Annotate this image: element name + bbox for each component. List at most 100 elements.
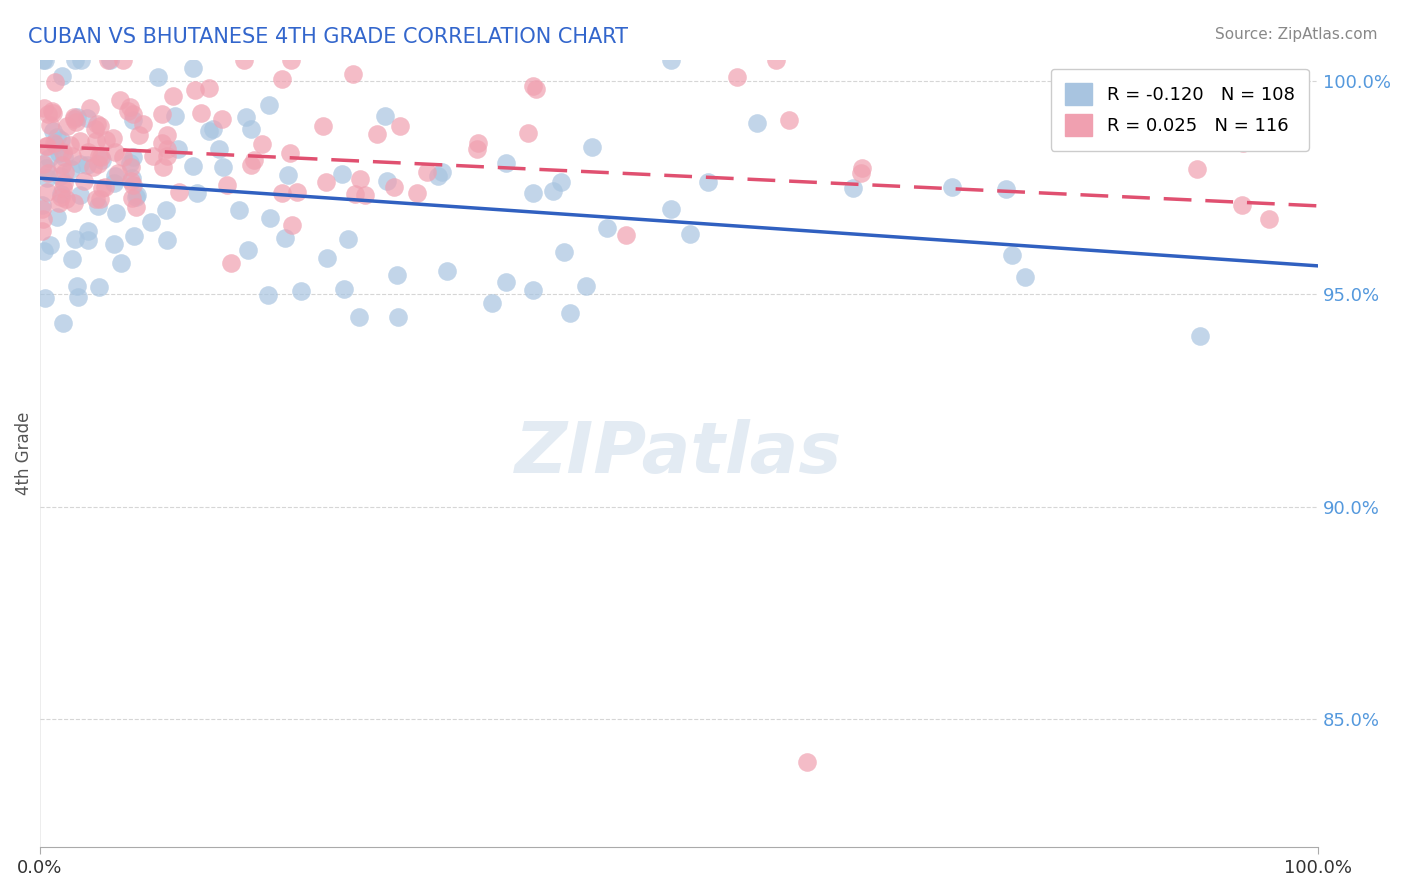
Text: Source: ZipAtlas.com: Source: ZipAtlas.com	[1215, 27, 1378, 42]
Point	[156, 233, 179, 247]
Point	[39, 238, 62, 252]
Point	[63, 112, 86, 126]
Point	[103, 176, 125, 190]
Point	[1232, 136, 1254, 151]
Point	[118, 156, 141, 170]
Point	[388, 119, 411, 133]
Point	[69, 53, 91, 67]
Point	[91, 181, 114, 195]
Point	[41, 104, 63, 119]
Point	[257, 287, 280, 301]
Point	[44, 137, 66, 152]
Point	[155, 203, 177, 218]
Point	[69, 188, 91, 202]
Point	[107, 166, 129, 180]
Point	[132, 117, 155, 131]
Point	[35, 170, 58, 185]
Point	[228, 202, 250, 217]
Point	[315, 175, 337, 189]
Point	[315, 252, 337, 266]
Point	[35, 185, 58, 199]
Point	[62, 252, 84, 267]
Point	[343, 186, 366, 201]
Point	[103, 236, 125, 251]
Point	[366, 128, 388, 142]
Point	[31, 198, 53, 212]
Point	[49, 189, 72, 203]
Point	[84, 134, 107, 148]
Point	[353, 188, 375, 202]
Point	[1230, 198, 1253, 212]
Point	[285, 185, 308, 199]
Point	[97, 53, 120, 67]
Point	[747, 116, 769, 130]
Point	[211, 112, 233, 127]
Point	[155, 128, 177, 142]
Point	[349, 172, 371, 186]
Point	[122, 150, 145, 164]
Point	[86, 118, 108, 132]
Point	[239, 158, 262, 172]
Point	[121, 170, 143, 185]
Point	[522, 186, 544, 201]
Point	[374, 109, 396, 123]
Point	[333, 282, 356, 296]
Point	[53, 165, 76, 179]
Point	[49, 187, 72, 202]
Point	[517, 126, 540, 140]
Point	[342, 67, 364, 81]
Point	[46, 210, 69, 224]
Point	[53, 150, 76, 164]
Point	[112, 54, 135, 68]
Point	[59, 137, 82, 152]
Point	[44, 75, 66, 89]
Point	[211, 160, 233, 174]
Point	[842, 180, 865, 194]
Point	[198, 81, 221, 95]
Point	[336, 232, 359, 246]
Point	[31, 202, 53, 216]
Point	[89, 192, 111, 206]
Point	[235, 111, 257, 125]
Point	[139, 215, 162, 229]
Point	[37, 166, 59, 180]
Point	[259, 211, 281, 226]
Point	[725, 70, 748, 84]
Point	[162, 89, 184, 103]
Point	[217, 178, 239, 192]
Point	[124, 190, 146, 204]
Point	[1001, 247, 1024, 261]
Point	[550, 175, 572, 189]
Point	[524, 82, 547, 96]
Point	[1014, 269, 1036, 284]
Point	[142, 149, 165, 163]
Point	[659, 53, 682, 67]
Point	[63, 110, 86, 124]
Point	[122, 229, 145, 244]
Point	[83, 121, 105, 136]
Point	[31, 224, 53, 238]
Point	[186, 186, 208, 201]
Point	[87, 157, 110, 171]
Point	[1188, 329, 1211, 343]
Point	[73, 174, 96, 188]
Point	[232, 53, 254, 67]
Point	[495, 156, 517, 170]
Point	[69, 157, 91, 171]
Point	[495, 275, 517, 289]
Point	[290, 284, 312, 298]
Point	[76, 224, 98, 238]
Legend: R = -0.120   N = 108, R = 0.025   N = 116: R = -0.120 N = 108, R = 0.025 N = 116	[1050, 69, 1309, 151]
Point	[236, 243, 259, 257]
Point	[941, 180, 963, 194]
Point	[659, 202, 682, 217]
Point	[128, 128, 150, 142]
Point	[67, 289, 90, 303]
Point	[91, 153, 114, 167]
Point	[32, 101, 55, 115]
Point	[105, 206, 128, 220]
Point	[125, 200, 148, 214]
Point	[53, 176, 76, 190]
Point	[96, 133, 118, 147]
Point	[82, 160, 104, 174]
